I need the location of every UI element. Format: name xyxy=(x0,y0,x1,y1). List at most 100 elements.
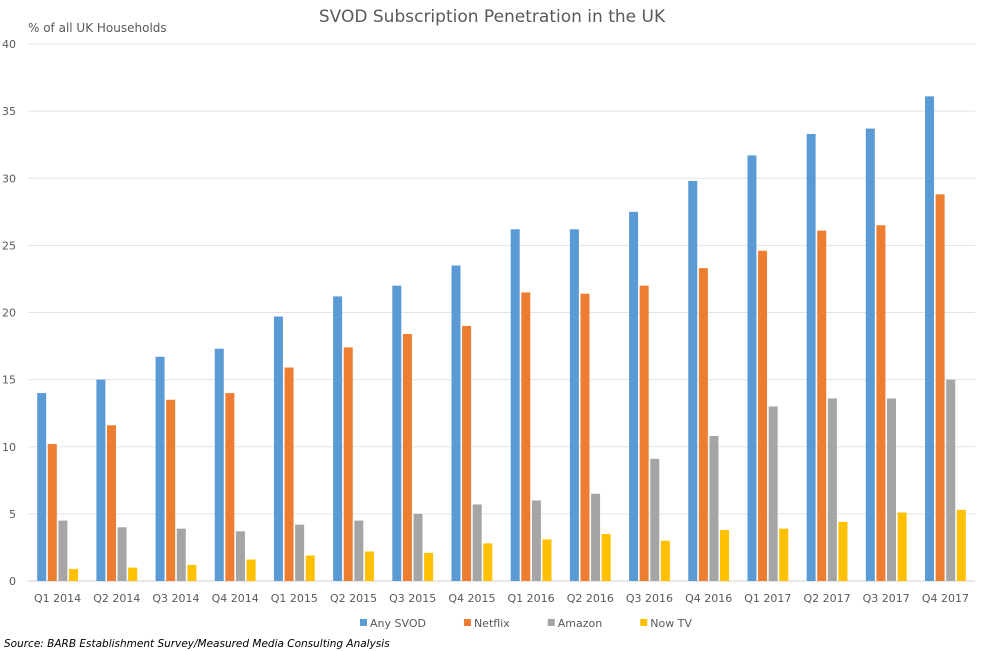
bar-netflix xyxy=(876,225,886,582)
bar-any-svod xyxy=(392,285,402,581)
bar-netflix xyxy=(758,250,768,581)
bar-amazon xyxy=(946,379,956,581)
legend: Any SVOD Netflix Amazon Now TV xyxy=(360,617,692,630)
bar-amazon xyxy=(176,528,186,581)
bars xyxy=(37,96,966,582)
x-tick-label: Q2 2017 xyxy=(803,592,850,605)
x-tick-label: Q3 2014 xyxy=(152,592,199,605)
chart-title: SVOD Subscription Penetration in the UK xyxy=(319,7,666,27)
x-tick-label: Q1 2015 xyxy=(271,592,318,605)
bar-amazon xyxy=(295,524,305,581)
bar-amazon xyxy=(827,398,837,581)
bar-amazon xyxy=(591,493,601,581)
y-tick-labels: 0 5 10 15 20 25 30 35 40 xyxy=(2,38,16,588)
bar-any-svod xyxy=(451,265,461,581)
legend-item: Amazon xyxy=(547,617,602,630)
bar-now-tv xyxy=(364,551,374,581)
bar-netflix xyxy=(462,325,472,581)
y-tick-label: 15 xyxy=(2,374,16,387)
bar-now-tv xyxy=(660,540,670,581)
bar-now-tv xyxy=(128,567,138,581)
bar-now-tv xyxy=(187,564,197,581)
x-tick-label: Q1 2014 xyxy=(34,592,81,605)
bar-now-tv xyxy=(246,559,256,581)
source-note: Source: BARB Establishment Survey/Measur… xyxy=(4,638,390,650)
x-tick-label: Q3 2015 xyxy=(389,592,436,605)
bar-amazon xyxy=(768,406,778,581)
legend-swatch xyxy=(360,619,367,626)
bar-any-svod xyxy=(155,356,165,581)
bar-now-tv xyxy=(424,552,434,581)
bar-netflix xyxy=(817,230,827,582)
bar-netflix xyxy=(225,393,235,581)
bar-any-svod xyxy=(569,229,579,581)
bar-netflix xyxy=(166,399,176,581)
bar-now-tv xyxy=(779,528,789,581)
x-tick-label: Q2 2014 xyxy=(93,592,140,605)
x-tick-label: Q4 2015 xyxy=(448,592,495,605)
legend-swatch xyxy=(463,619,471,626)
legend-item: Netflix xyxy=(463,617,510,630)
bar-any-svod xyxy=(37,393,47,581)
bar-any-svod xyxy=(333,296,343,581)
y-tick-label: 0 xyxy=(9,575,16,588)
bar-now-tv xyxy=(838,521,848,581)
bar-amazon xyxy=(472,504,482,581)
bar-amazon xyxy=(117,527,127,581)
legend-label: Any SVOD xyxy=(370,617,426,630)
x-tick-label: Q1 2017 xyxy=(744,592,791,605)
y-tick-label: 40 xyxy=(2,38,16,51)
x-tick-label: Q4 2014 xyxy=(212,592,259,605)
y-axis-label: % of all UK Households xyxy=(28,21,167,35)
bar-netflix xyxy=(284,367,294,581)
bar-now-tv xyxy=(305,555,315,581)
bar-now-tv xyxy=(68,568,78,581)
y-tick-label: 35 xyxy=(2,105,16,118)
x-tick-label: Q3 2017 xyxy=(863,592,910,605)
x-tick-label: Q4 2017 xyxy=(922,592,969,605)
y-tick-label: 30 xyxy=(2,172,16,185)
y-tick-label: 25 xyxy=(2,239,16,252)
bar-any-svod xyxy=(629,211,639,581)
legend-swatch xyxy=(640,619,648,626)
bar-any-svod xyxy=(688,180,698,581)
bar-any-svod xyxy=(747,155,757,582)
bar-amazon xyxy=(354,520,364,581)
legend-item: Now TV xyxy=(640,617,692,630)
legend-swatch xyxy=(547,619,555,626)
bar-netflix xyxy=(47,444,57,581)
bar-netflix xyxy=(935,194,945,582)
bar-any-svod xyxy=(214,348,224,581)
bar-any-svod xyxy=(925,96,935,582)
bar-now-tv xyxy=(483,543,493,581)
bar-netflix xyxy=(521,292,531,581)
bar-netflix xyxy=(106,425,116,581)
bar-any-svod xyxy=(510,229,520,581)
bar-any-svod xyxy=(865,128,875,581)
bar-netflix xyxy=(698,268,708,581)
bar-amazon xyxy=(413,513,423,581)
legend-label: Now TV xyxy=(650,617,692,630)
bar-netflix xyxy=(580,293,590,581)
bar-netflix xyxy=(343,347,353,581)
bar-now-tv xyxy=(956,509,966,581)
legend-label: Amazon xyxy=(558,617,602,630)
bar-amazon xyxy=(650,458,660,581)
legend-label: Netflix xyxy=(474,617,510,630)
bar-any-svod xyxy=(806,133,816,581)
bar-amazon xyxy=(709,436,719,581)
x-tick-label: Q2 2015 xyxy=(330,592,377,605)
gridlines xyxy=(28,43,975,582)
bar-now-tv xyxy=(720,529,730,581)
y-tick-label: 20 xyxy=(2,307,16,320)
x-tick-label: Q2 2016 xyxy=(567,592,614,605)
bar-now-tv xyxy=(542,539,552,581)
y-tick-label: 10 xyxy=(2,441,16,454)
bar-netflix xyxy=(402,333,412,581)
bar-amazon xyxy=(887,398,897,581)
bar-any-svod xyxy=(273,316,283,581)
bar-netflix xyxy=(639,285,649,581)
bar-amazon xyxy=(58,520,68,581)
bar-now-tv xyxy=(897,512,907,581)
